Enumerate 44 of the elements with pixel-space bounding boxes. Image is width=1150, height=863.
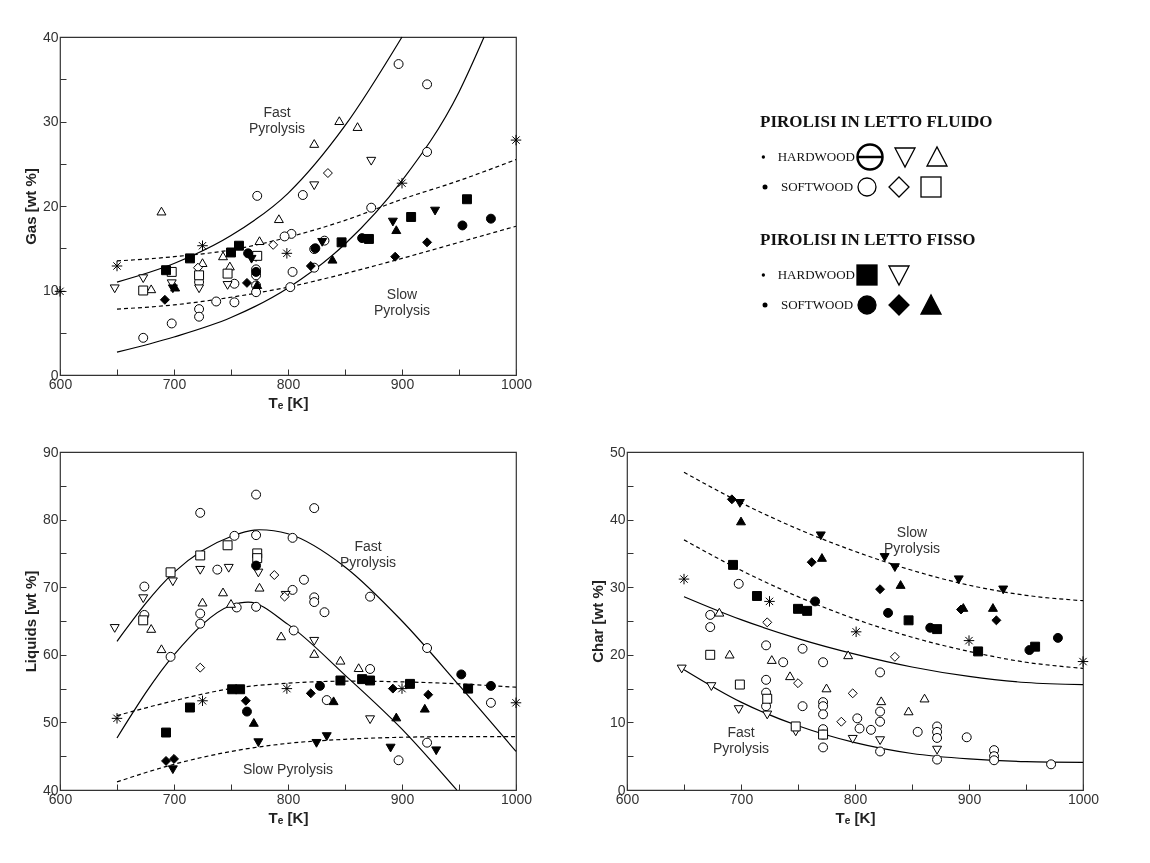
x-axis-title: Tₑ [K] — [268, 808, 309, 826]
annotation: Slow Pyrolysis — [373, 286, 431, 318]
y-axis-title: Char [wt %] — [588, 580, 606, 663]
y-tick-label: 70 — [42, 578, 59, 595]
text: HARDWOOD — [777, 149, 855, 165]
y-tick-label: 10 — [609, 713, 626, 730]
x-tick-label: 900 — [390, 375, 415, 392]
y-tick-label: 80 — [42, 511, 59, 528]
y-tick-label: 20 — [42, 197, 59, 214]
y-tick-label: 30 — [42, 113, 59, 129]
text: HARDWOOD — [777, 267, 855, 283]
x-tick-label: 1000 — [500, 790, 533, 807]
y-tick-label: 40 — [609, 511, 626, 528]
y-tick-label: 60 — [42, 646, 59, 663]
y-axis-title: Liquids [wt %] — [21, 570, 39, 673]
text: PIROLISI IN LETTO FISSO — [760, 230, 977, 250]
text: PIROLISI IN LETTO FLUIDO — [760, 112, 993, 132]
annotation: Fast Pyrolysis — [248, 104, 306, 136]
x-tick-label: 1000 — [1067, 790, 1100, 807]
annotation: Slow Pyrolysis — [242, 761, 334, 777]
x-tick-label: 700 — [162, 375, 187, 392]
x-tick-label: 1000 — [500, 375, 533, 392]
y-tick-label: 50 — [609, 443, 626, 460]
x-tick-label: 900 — [957, 790, 982, 807]
y-tick-label: 10 — [42, 282, 59, 298]
y-tick-label: 90 — [42, 443, 59, 460]
x-tick-label: 700 — [162, 790, 187, 807]
y-tick-label: 50 — [42, 713, 59, 730]
x-tick-label: 800 — [843, 790, 868, 807]
y-tick-label: 20 — [609, 646, 626, 663]
x-axis-title: Tₑ [K] — [835, 808, 876, 826]
x-tick-label: 800 — [276, 790, 301, 807]
annotation: Slow Pyrolysis — [883, 524, 941, 556]
x-tick-label: 900 — [390, 790, 415, 807]
x-tick-label: 700 — [729, 790, 754, 807]
y-axis-title: Gas [wt %] — [21, 168, 39, 245]
annotation: Fast Pyrolysis — [712, 724, 770, 756]
text: SOFTWOOD — [781, 297, 854, 313]
x-tick-label: 800 — [276, 375, 301, 392]
y-tick-label: 30 — [609, 578, 626, 595]
y-tick-label: 40 — [42, 28, 59, 45]
text: SOFTWOOD — [781, 179, 854, 195]
annotation: Fast Pyrolysis — [339, 538, 397, 570]
x-axis-title: Tₑ [K] — [268, 393, 309, 411]
